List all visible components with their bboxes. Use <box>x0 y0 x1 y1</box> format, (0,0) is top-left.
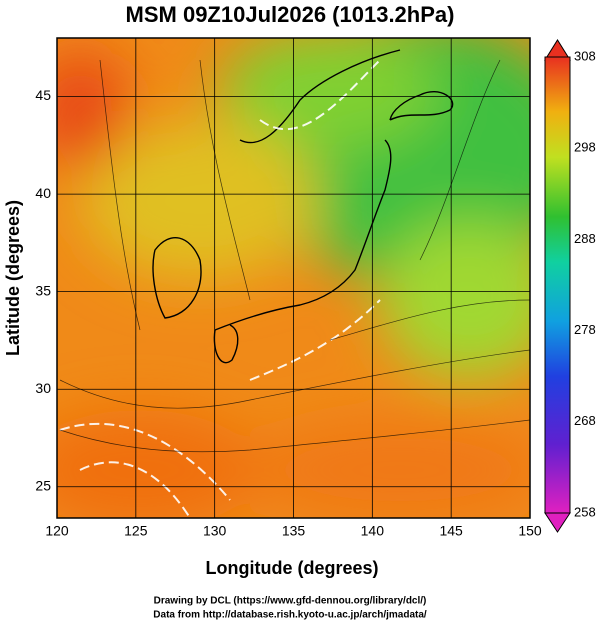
colorbar-tick-label: 288 <box>574 231 596 246</box>
colorbar <box>544 56 571 514</box>
colorbar-tick-label: 258 <box>574 504 596 519</box>
colorbar-tick-label: 268 <box>574 413 596 428</box>
x-tick-label: 145 <box>439 523 463 539</box>
credit: Data from http://database.rish.kyoto-u.a… <box>153 610 427 621</box>
x-tick-label: 150 <box>518 523 542 539</box>
x-tick-label: 125 <box>124 523 148 539</box>
colorbar-tick-label: 308 <box>574 48 596 63</box>
y-axis-label: Latitude (degrees) <box>3 200 23 356</box>
x-tick-label: 135 <box>282 523 306 539</box>
y-tick-label: 35 <box>35 282 51 298</box>
y-tick-label: 40 <box>35 185 51 201</box>
x-tick-label: 120 <box>45 523 69 539</box>
y-tick-label: 30 <box>35 380 51 396</box>
y-tick-label: 25 <box>35 477 51 493</box>
y-tick-label: 45 <box>35 87 51 103</box>
credit: Drawing by DCL (https://www.gfd-dennou.o… <box>154 596 427 607</box>
title: MSM 09Z10Jul2026 (1013.2hPa) <box>126 2 455 27</box>
x-tick-label: 140 <box>361 523 385 539</box>
x-axis-label: Longitude (degrees) <box>205 558 378 578</box>
streamline <box>59 59 530 453</box>
isobar <box>59 59 381 518</box>
colorbar-min-arrow <box>544 512 571 533</box>
x-tick-label: 130 <box>203 523 227 539</box>
colorbar-tick-label: 278 <box>574 322 596 337</box>
colorbar-tick-label: 298 <box>574 140 596 155</box>
